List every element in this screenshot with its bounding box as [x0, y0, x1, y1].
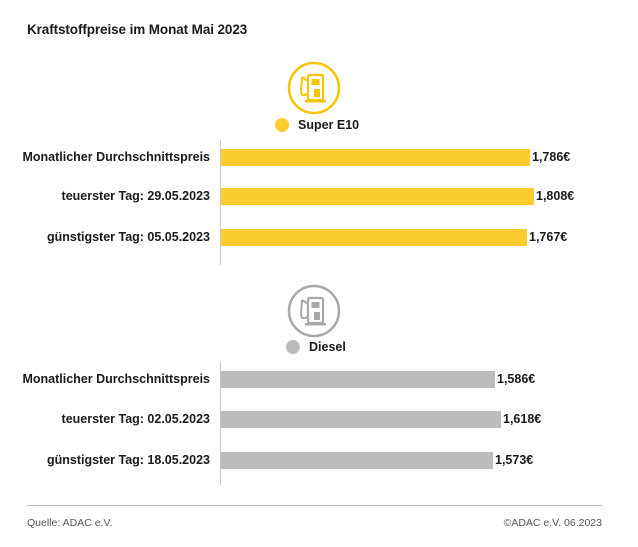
legend-dot-e10	[275, 118, 289, 132]
axis-diesel	[220, 362, 221, 485]
legend-label-e10: Super E10	[298, 118, 360, 132]
legend-dot-diesel	[286, 340, 300, 354]
diesel-value-2: 1,573€	[495, 453, 534, 467]
e10-label-1: teuerster Tag: 29.05.2023	[61, 189, 210, 203]
e10-bar-1	[221, 188, 534, 205]
e10-label-0: Monatlicher Durchschnittspreis	[22, 150, 210, 164]
diesel-label-1: teuerster Tag: 02.05.2023	[61, 412, 210, 426]
e10-label-2: günstigster Tag: 05.05.2023	[46, 230, 210, 244]
diesel-value-1: 1,618€	[503, 412, 542, 426]
legend-diesel: Diesel	[286, 340, 346, 354]
fuel-pump-icon	[287, 284, 341, 343]
legend-label-diesel: Diesel	[309, 340, 346, 354]
diesel-label-2: günstigster Tag: 18.05.2023	[46, 453, 210, 467]
axis-e10	[220, 140, 221, 265]
e10-value-1: 1,808€	[536, 189, 575, 203]
chart-title: Kraftstoffpreise im Monat Mai 2023	[27, 22, 248, 37]
copyright-note: ©ADAC e.V. 06.2023	[503, 517, 602, 529]
legend-super-e10: Super E10	[275, 118, 359, 132]
diesel-value-0: 1,586€	[497, 372, 536, 386]
e10-bar-0	[221, 149, 530, 166]
diesel-label-0: Monatlicher Durchschnittspreis	[22, 372, 210, 386]
diesel-bar-1	[221, 411, 501, 428]
source-note: Quelle: ADAC e.V.	[27, 517, 113, 529]
e10-bar-2	[221, 229, 527, 246]
e10-value-0: 1,786€	[532, 150, 571, 164]
e10-value-2: 1,767€	[529, 230, 568, 244]
diesel-bar-2	[221, 452, 493, 469]
diesel-bar-0	[221, 371, 495, 388]
footer-divider	[27, 505, 602, 506]
fuel-pump-icon	[287, 61, 341, 120]
